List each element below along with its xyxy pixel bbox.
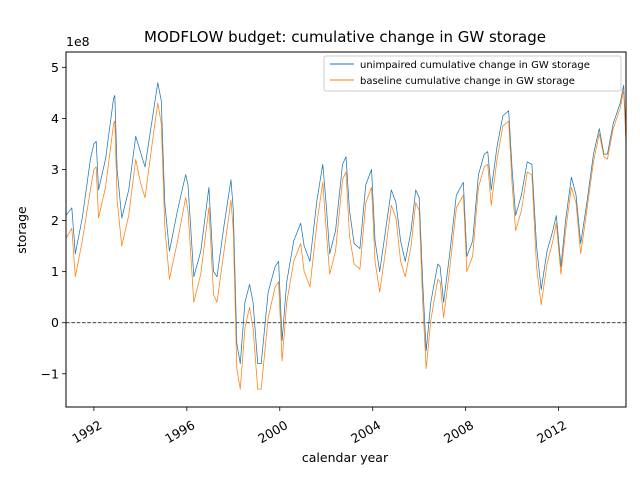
x-axis-label: calendar year: [302, 450, 389, 465]
y-axis: −1 0 1 2 3 4 5: [41, 60, 66, 381]
legend: unimpaired cumulative change in GW stora…: [323, 55, 622, 92]
y-tick-label: 2: [51, 213, 59, 228]
plot-frame: [65, 51, 627, 408]
legend-label-unimpaired: unimpaired cumulative change in GW stora…: [360, 60, 590, 71]
series-line-unimpaired: [65, 82, 627, 364]
plot-area: [65, 51, 627, 408]
y-tick-label: 5: [51, 60, 59, 75]
chart-title: MODFLOW budget: cumulative change in GW …: [144, 28, 546, 46]
y-axis-offset-label: 1e8: [66, 34, 90, 49]
y-tick-label: −1: [41, 366, 59, 381]
y-axis-label: storage: [14, 206, 29, 254]
y-tick-label: 4: [51, 111, 59, 126]
series-line-baseline: [65, 89, 627, 390]
y-tick-label: 0: [51, 315, 59, 330]
legend-box: [323, 55, 622, 92]
y-tick-label: 1: [51, 264, 59, 279]
legend-label-baseline: baseline cumulative change in GW storage: [360, 76, 575, 87]
series-lines: [65, 82, 627, 390]
y-tick-label: 3: [51, 162, 59, 177]
